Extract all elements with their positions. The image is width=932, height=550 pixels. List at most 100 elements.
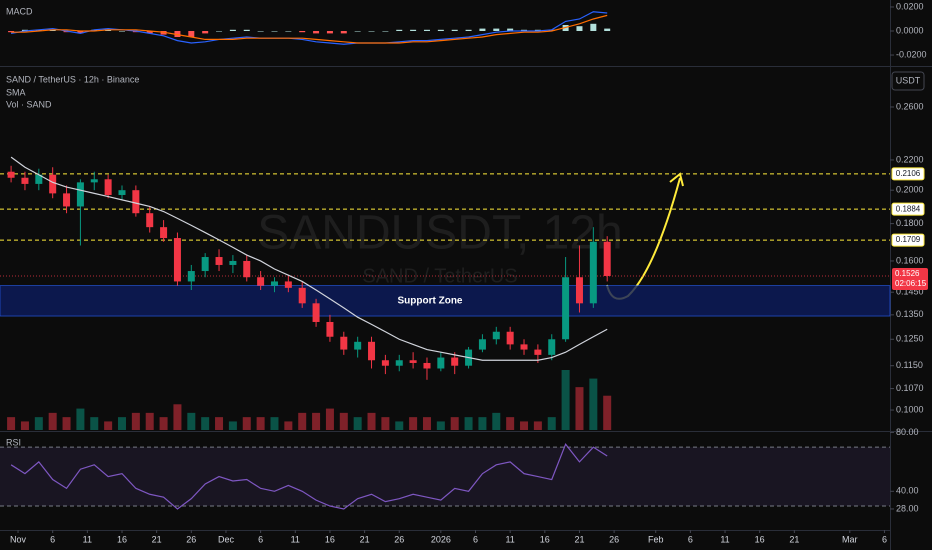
x-tick-label: 6 (882, 534, 887, 544)
macd-tick-label: 0.0200 (896, 1, 924, 11)
macd-histogram (410, 29, 417, 31)
x-tick-label: 16 (325, 534, 335, 544)
macd-histogram (465, 29, 472, 31)
candle-body (312, 303, 320, 322)
macd-title: MACD (6, 6, 33, 16)
x-tick-label: 16 (540, 534, 550, 544)
macd-histogram (313, 30, 320, 34)
x-tick-label: Nov (10, 534, 27, 544)
macd-histogram (423, 29, 430, 31)
x-tick-label: 11 (720, 534, 729, 544)
level-tag (891, 233, 925, 247)
x-tick-label: 6 (50, 534, 55, 544)
macd-histogram (354, 30, 361, 32)
y-tick-label: 0.1600 (896, 255, 924, 265)
indicator-label: Vol · SAND (6, 99, 52, 109)
volume-bar (395, 421, 404, 430)
currency-box[interactable] (891, 71, 925, 91)
y-tick-label: 0.1150 (896, 360, 923, 370)
macd-histogram (382, 30, 389, 32)
volume-bar (547, 417, 556, 430)
macd-histogram (188, 30, 195, 38)
candle-body (257, 277, 265, 286)
volume-bar (104, 421, 113, 430)
volume-bar (506, 417, 515, 430)
x-tick-label: 21 (152, 534, 162, 544)
macd-histogram (396, 29, 403, 31)
volume-bar (325, 408, 334, 430)
rsi-title: RSI (6, 437, 21, 447)
macd-histogram (77, 30, 84, 34)
candle-body (270, 281, 278, 286)
watermark: SANDUSDT, 12h (257, 207, 622, 260)
volume-bar (62, 417, 71, 430)
candle-body (478, 339, 486, 350)
chart-title: SAND / TetherUS · 12h · Binance (6, 74, 139, 84)
x-tick-label: 6 (258, 534, 263, 544)
candle-body (534, 349, 542, 355)
price-tag (892, 267, 928, 290)
macd-histogram (216, 30, 223, 32)
volume-bar (20, 421, 29, 430)
level-label: 0.2106 (896, 169, 921, 178)
y-tick-label: 0.2000 (896, 185, 924, 195)
candle-body (243, 260, 251, 278)
rsi-line (10, 443, 608, 510)
volume-bar (215, 417, 224, 430)
rsi-tick-label: 28.00 (896, 503, 919, 513)
candle-body (603, 241, 611, 276)
volume-bar (422, 417, 431, 430)
macd-tick-label: -0.0200 (896, 49, 927, 59)
candle-body (229, 260, 237, 265)
candle-body (173, 238, 181, 282)
level-tag (891, 202, 925, 216)
candle-body (354, 341, 362, 350)
volume-bar (409, 417, 418, 430)
x-tick-label: 6 (473, 534, 478, 544)
x-tick-label: 11 (291, 534, 300, 544)
candle-body (187, 271, 195, 282)
indicator-label: SMA (6, 87, 26, 97)
volume-bar (256, 417, 265, 430)
rsi-tick-label: 80.00 (896, 427, 919, 437)
y-tick-label: 0.1800 (896, 218, 924, 228)
candle-body (340, 336, 348, 350)
macd-histogram (271, 30, 278, 32)
volume-bar (450, 417, 459, 430)
volume-bar (464, 417, 473, 430)
x-tick-label: 11 (83, 534, 92, 544)
volume-bar (187, 412, 196, 430)
y-tick-label: 0.1250 (896, 334, 924, 344)
volume-bar (242, 417, 251, 430)
x-tick-label: 26 (609, 534, 619, 544)
macd-histogram (257, 30, 264, 32)
candle-body (506, 331, 514, 345)
candle-body (160, 227, 168, 239)
price-label: 0.1526 (895, 269, 920, 278)
candle-body (7, 171, 15, 178)
currency-label[interactable]: USDT (896, 75, 921, 85)
x-tick-label: 6 (688, 534, 693, 544)
candle-body (146, 213, 154, 228)
x-tick-label: 2026 (431, 534, 451, 544)
x-tick-label: 16 (117, 534, 127, 544)
candle-body (562, 277, 570, 340)
candle-body (395, 360, 403, 366)
volume-bar (478, 417, 487, 430)
candle-body (76, 182, 84, 207)
volume-bar (145, 412, 154, 430)
volume-bar (589, 378, 598, 430)
x-tick-label: Dec (218, 534, 235, 544)
volume-bar (90, 417, 99, 430)
y-tick-label: 0.1000 (896, 404, 924, 414)
volume-bar (48, 412, 57, 430)
macd-histogram (479, 28, 486, 31)
volume-bar (270, 417, 279, 430)
candle-body (63, 193, 71, 207)
macd-histogram (202, 30, 209, 34)
volume-bar (284, 421, 293, 430)
x-tick-label: 21 (360, 534, 370, 544)
x-tick-label: 16 (755, 534, 765, 544)
candle-body (381, 360, 389, 366)
